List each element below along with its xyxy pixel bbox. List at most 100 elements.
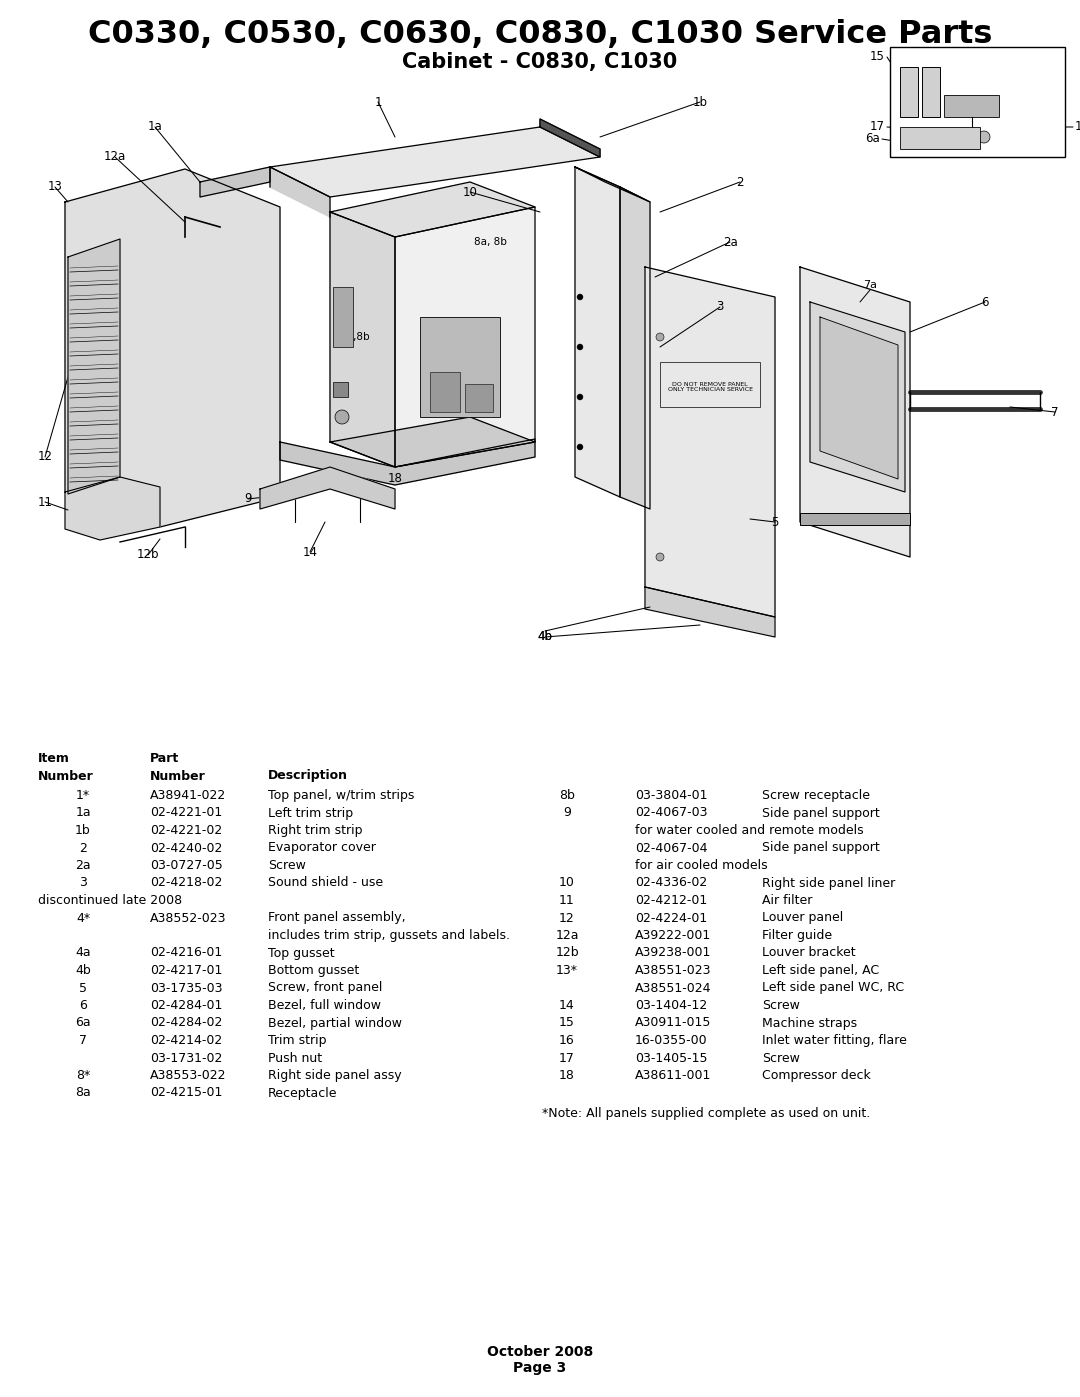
Text: includes trim strip, gussets and labels.: includes trim strip, gussets and labels. bbox=[268, 929, 510, 942]
Polygon shape bbox=[270, 168, 330, 217]
Bar bbox=[900, 127, 980, 149]
Polygon shape bbox=[280, 439, 535, 485]
Text: 15: 15 bbox=[870, 50, 885, 63]
Text: Screw receptacle: Screw receptacle bbox=[762, 789, 870, 802]
Text: Screw: Screw bbox=[762, 999, 800, 1011]
Text: 02-4284-01: 02-4284-01 bbox=[150, 999, 222, 1011]
Text: 4b: 4b bbox=[76, 964, 91, 977]
Text: 12: 12 bbox=[559, 911, 575, 925]
Text: 4a: 4a bbox=[76, 947, 91, 960]
Text: Push nut: Push nut bbox=[268, 1052, 322, 1065]
Text: 02-4216-01: 02-4216-01 bbox=[150, 947, 222, 960]
Text: 6a: 6a bbox=[865, 133, 880, 145]
Text: October 2008: October 2008 bbox=[487, 1345, 593, 1359]
Polygon shape bbox=[68, 239, 120, 495]
Text: 5: 5 bbox=[771, 515, 779, 528]
Text: 1b: 1b bbox=[692, 95, 707, 109]
Text: A38552-023: A38552-023 bbox=[150, 911, 227, 925]
Circle shape bbox=[577, 394, 583, 400]
Text: 02-4214-02: 02-4214-02 bbox=[150, 1034, 222, 1046]
Text: 8b: 8b bbox=[559, 789, 575, 802]
Text: 12b: 12b bbox=[555, 947, 579, 960]
Bar bbox=[465, 384, 492, 412]
Circle shape bbox=[656, 553, 664, 562]
Text: 12a: 12a bbox=[104, 151, 126, 163]
Text: Louver panel: Louver panel bbox=[762, 911, 843, 925]
Text: 11: 11 bbox=[38, 496, 53, 509]
Polygon shape bbox=[65, 476, 160, 541]
Polygon shape bbox=[200, 168, 270, 197]
Text: 11: 11 bbox=[559, 894, 575, 907]
Text: 02-4224-01: 02-4224-01 bbox=[635, 911, 707, 925]
Text: Cabinet - C0830, C1030: Cabinet - C0830, C1030 bbox=[403, 52, 677, 73]
Polygon shape bbox=[330, 212, 395, 467]
Text: 1*: 1* bbox=[76, 789, 90, 802]
Text: 02-4221-01: 02-4221-01 bbox=[150, 806, 222, 820]
Text: 03-1731-02: 03-1731-02 bbox=[150, 1052, 222, 1065]
Polygon shape bbox=[65, 169, 280, 527]
Text: Right trim strip: Right trim strip bbox=[268, 824, 363, 837]
Text: 16-0355-00: 16-0355-00 bbox=[635, 1034, 707, 1046]
Text: discontinued late 2008: discontinued late 2008 bbox=[38, 894, 183, 907]
Text: 03-1404-12: 03-1404-12 bbox=[635, 999, 707, 1011]
Polygon shape bbox=[260, 467, 395, 509]
Circle shape bbox=[978, 131, 990, 142]
Text: Evaporator cover: Evaporator cover bbox=[268, 841, 376, 855]
Polygon shape bbox=[575, 168, 650, 203]
Text: 10: 10 bbox=[559, 876, 575, 890]
Text: Inlet water fitting, flare: Inlet water fitting, flare bbox=[762, 1034, 907, 1046]
Text: 02-4221-02: 02-4221-02 bbox=[150, 824, 222, 837]
Text: Compressor deck: Compressor deck bbox=[762, 1069, 870, 1083]
Text: Sound shield - use: Sound shield - use bbox=[268, 876, 383, 890]
Text: Right side panel liner: Right side panel liner bbox=[762, 876, 895, 890]
Bar bbox=[333, 286, 353, 346]
Text: Right side panel assy: Right side panel assy bbox=[268, 1069, 402, 1083]
Polygon shape bbox=[575, 168, 620, 497]
Text: 1a: 1a bbox=[76, 806, 91, 820]
Text: 6: 6 bbox=[982, 296, 989, 309]
Text: 4*: 4* bbox=[76, 911, 90, 925]
Text: Left trim strip: Left trim strip bbox=[268, 806, 353, 820]
Text: Louver bracket: Louver bracket bbox=[762, 947, 855, 960]
Text: 9: 9 bbox=[244, 493, 252, 506]
Text: for air cooled models: for air cooled models bbox=[635, 859, 768, 872]
Circle shape bbox=[335, 409, 349, 425]
Text: A39238-001: A39238-001 bbox=[635, 947, 712, 960]
Text: Machine straps: Machine straps bbox=[762, 1017, 858, 1030]
Text: C0330, C0530, C0630, C0830, C1030 Service Parts: C0330, C0530, C0630, C0830, C1030 Servic… bbox=[87, 20, 993, 50]
Text: A30911-015: A30911-015 bbox=[635, 1017, 712, 1030]
Text: 13*: 13* bbox=[556, 964, 578, 977]
Text: 17: 17 bbox=[559, 1052, 575, 1065]
Text: 10: 10 bbox=[462, 186, 477, 198]
Text: A38551-024: A38551-024 bbox=[635, 982, 712, 995]
Text: A38551-023: A38551-023 bbox=[635, 964, 712, 977]
Text: *Note: All panels supplied complete as used on unit.: *Note: All panels supplied complete as u… bbox=[542, 1106, 870, 1120]
Polygon shape bbox=[395, 207, 535, 467]
Text: A38553-022: A38553-022 bbox=[150, 1069, 227, 1083]
Circle shape bbox=[577, 444, 583, 450]
Text: 6: 6 bbox=[79, 999, 86, 1011]
Bar bbox=[430, 372, 460, 412]
Text: Number: Number bbox=[38, 770, 94, 782]
Polygon shape bbox=[645, 267, 775, 617]
Polygon shape bbox=[620, 187, 650, 509]
Text: 7a: 7a bbox=[863, 279, 877, 291]
Text: Bezel, full window: Bezel, full window bbox=[268, 999, 381, 1011]
Text: 6a: 6a bbox=[76, 1017, 91, 1030]
Polygon shape bbox=[330, 182, 535, 237]
Text: 18: 18 bbox=[388, 472, 403, 486]
Bar bbox=[420, 317, 500, 416]
Text: 8a, 8b: 8a, 8b bbox=[473, 237, 507, 247]
Text: 1b: 1b bbox=[76, 824, 91, 837]
Text: 16: 16 bbox=[1075, 120, 1080, 134]
Polygon shape bbox=[270, 127, 600, 197]
Bar bbox=[900, 67, 918, 117]
Circle shape bbox=[656, 332, 664, 341]
Text: Receptacle: Receptacle bbox=[268, 1087, 337, 1099]
Text: Trim strip: Trim strip bbox=[268, 1034, 326, 1046]
Text: 02-4217-01: 02-4217-01 bbox=[150, 964, 222, 977]
Text: Side panel support: Side panel support bbox=[762, 841, 880, 855]
Text: 5: 5 bbox=[79, 982, 87, 995]
Text: 1: 1 bbox=[375, 95, 381, 109]
Text: A39222-001: A39222-001 bbox=[635, 929, 712, 942]
